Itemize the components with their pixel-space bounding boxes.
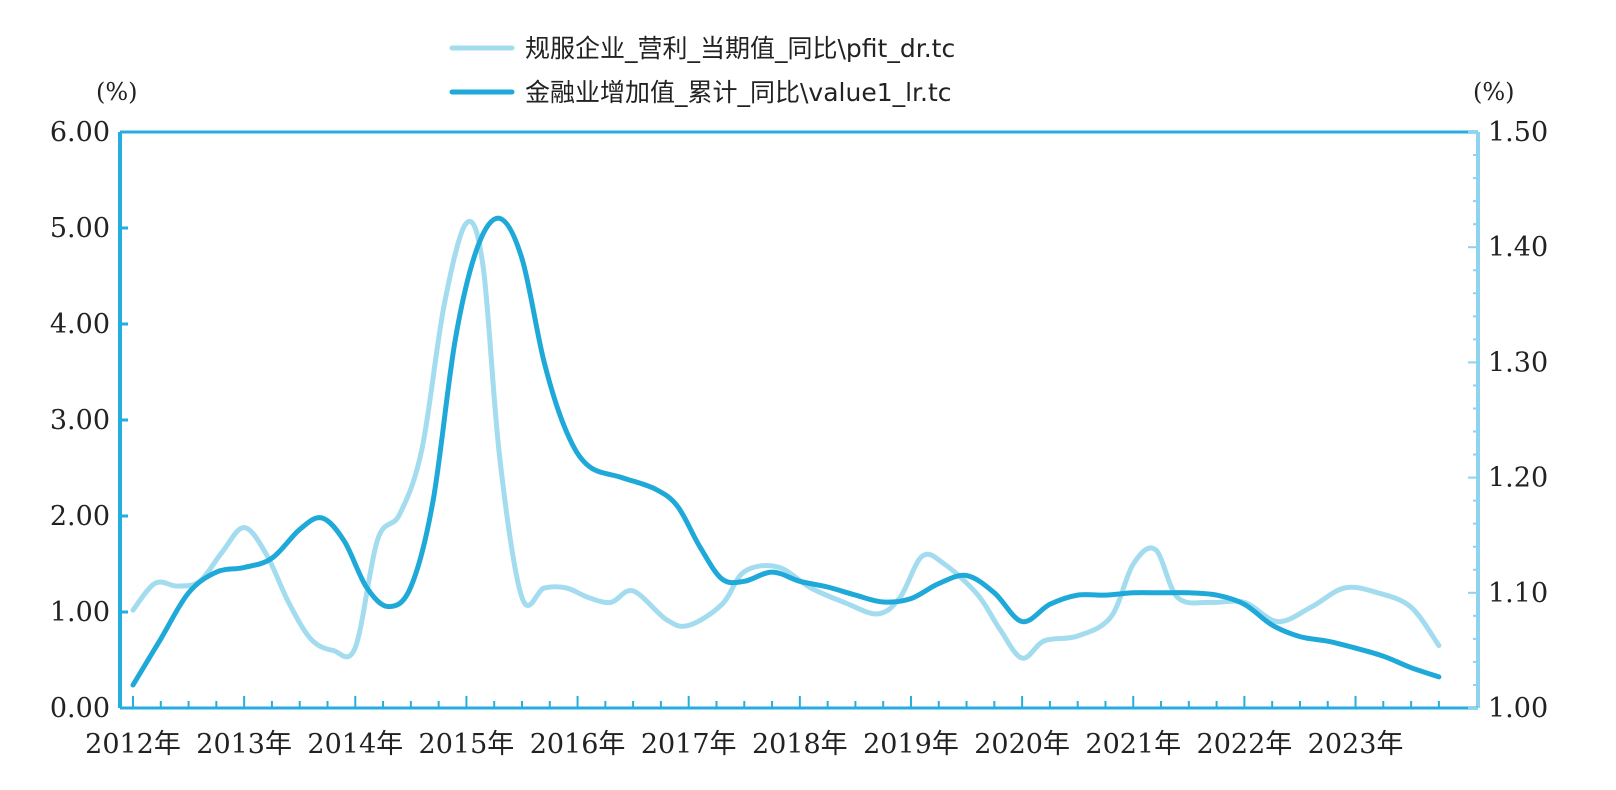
- series-layer: [130, 215, 1442, 688]
- x-tick-label: 2012年: [85, 729, 181, 760]
- x-tick-label: 2015年: [419, 729, 515, 760]
- x-tick-label: 2022年: [1197, 729, 1293, 760]
- x-tick-label: 2017年: [641, 729, 737, 760]
- legend-label-finance: 金融业增加值_累计_同比\value1_lr.tc: [525, 78, 952, 107]
- x-tick-label: 2013年: [196, 729, 292, 760]
- left-tick-label: 0.00: [50, 693, 110, 724]
- series-line-profit: [130, 219, 1442, 661]
- legend: 规服企业_营利_当期值_同比\pfit_dr.tc 金融业增加值_累计_同比\v…: [449, 34, 955, 107]
- x-tick-label: 2014年: [307, 729, 403, 760]
- left-unit-label: (%): [96, 78, 138, 106]
- x-tick-label: 2021年: [1085, 729, 1181, 760]
- series-line-finance: [130, 215, 1442, 688]
- right-axis-ticks: 1.00 1.10 1.20 1.30 1.40 1.50: [1468, 117, 1548, 724]
- left-tick-label: 2.00: [50, 501, 110, 532]
- right-tick-label: 1.30: [1488, 347, 1548, 378]
- left-tick-label: 5.00: [50, 213, 110, 244]
- x-tick-label: 2023年: [1308, 729, 1404, 760]
- right-tick-label: 1.10: [1488, 578, 1548, 609]
- x-tick-label: 2020年: [974, 729, 1070, 760]
- left-tick-label: 6.00: [50, 117, 110, 148]
- right-unit-label: (%): [1473, 78, 1515, 106]
- right-tick-label: 1.20: [1488, 463, 1548, 494]
- left-axis-ticks: 0.00 1.00 2.00 3.00 4.00 5.00 6.00: [50, 117, 128, 724]
- x-tick-label: 2019年: [863, 729, 959, 760]
- right-tick-label: 1.50: [1488, 117, 1548, 148]
- x-tick-label: 2018年: [752, 729, 848, 760]
- legend-label-profit: 规服企业_营利_当期值_同比\pfit_dr.tc: [525, 34, 955, 63]
- left-tick-label: 3.00: [50, 405, 110, 436]
- x-axis-ticks: 2012年 2013年 2014年 2015年 2016年 2017年 2018年 2019年…: [85, 696, 1440, 760]
- left-tick-label: 1.00: [50, 597, 110, 628]
- left-tick-label: 4.00: [50, 309, 110, 340]
- right-tick-label: 1.40: [1488, 232, 1548, 263]
- right-tick-label: 1.00: [1488, 693, 1548, 724]
- x-tick-label: 2016年: [530, 729, 626, 760]
